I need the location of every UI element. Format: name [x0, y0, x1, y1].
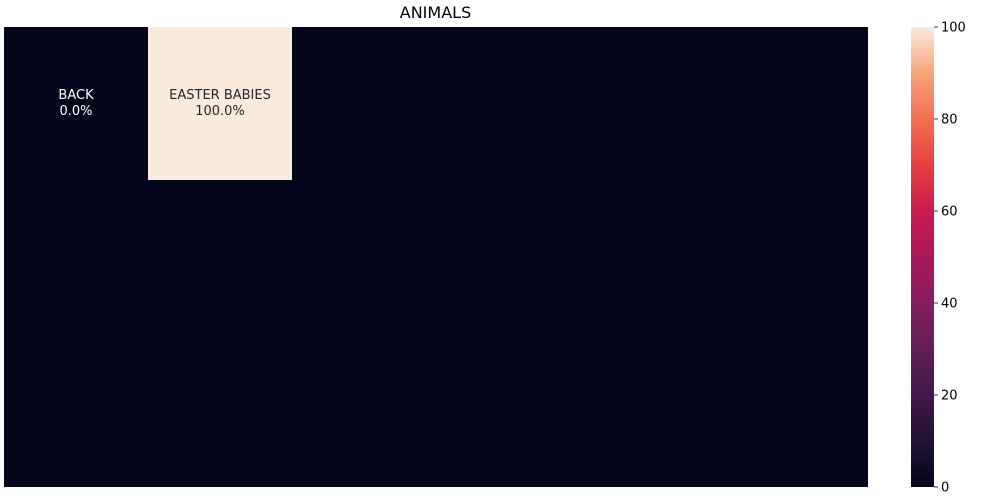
colorbar: [911, 27, 934, 487]
colorbar-tick-label: 20: [941, 389, 958, 404]
heatmap-cell-rect: [4, 27, 148, 180]
cell-label: EASTER BABIES: [169, 88, 271, 103]
colorbar-tick-label: 80: [941, 113, 958, 128]
heatmap-cell-rect: [148, 27, 292, 180]
cell-value-label: 0.0%: [59, 104, 92, 119]
colorbar-tick-label: 100: [941, 21, 966, 36]
colorbar-tick-label: 0: [941, 481, 949, 496]
cell-value-label: 100.0%: [195, 104, 245, 119]
chart-title: ANIMALS: [400, 3, 471, 22]
colorbar-tick-label: 60: [941, 205, 958, 220]
colorbar-tick-label: 40: [941, 297, 958, 312]
cell-label: BACK: [58, 88, 94, 103]
colorbar-ticks: 0 20 40 60 80 100: [934, 21, 966, 496]
